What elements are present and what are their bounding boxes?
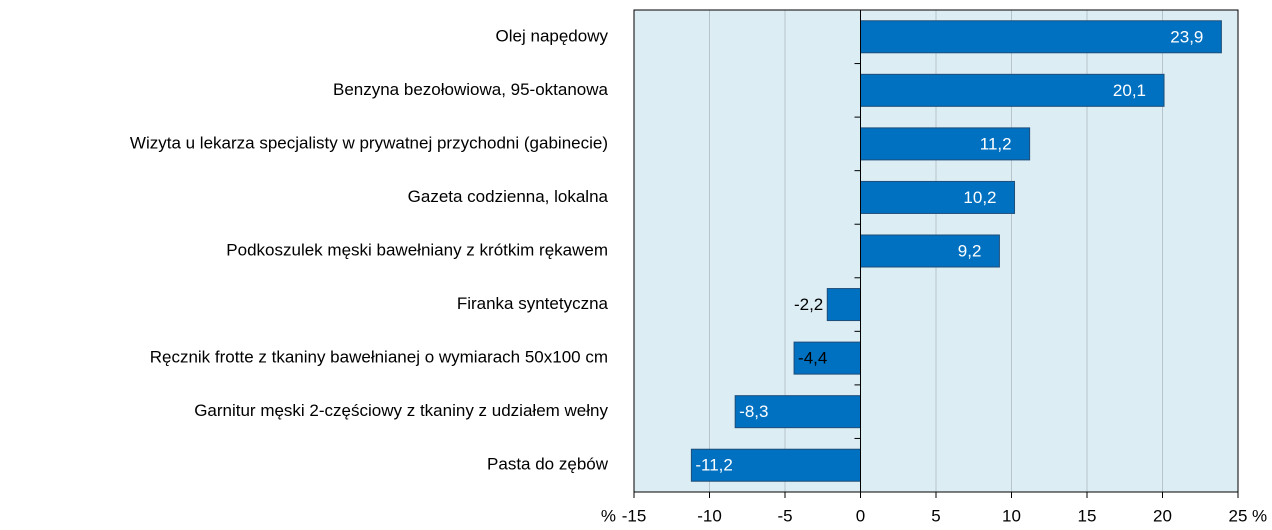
x-tick-label: 10 [1002,506,1021,525]
x-tick-label: 25 [1229,506,1248,525]
category-label: Garnitur męski 2-częściowy z tkaniny z u… [194,401,608,420]
value-label: 9,2 [958,241,982,260]
plot-border [633,9,1239,493]
unit-label: % [1252,506,1267,525]
bar [860,234,1000,268]
bar [860,127,1031,161]
bar [860,180,1016,214]
bar [826,288,862,322]
unit-label: % [601,506,616,525]
value-label: -11,2 [695,456,733,475]
category-label: Olej napędowy [496,26,609,45]
bar [690,448,861,482]
value-label: 10,2 [963,188,996,207]
value-label: -8,3 [739,402,768,421]
value-label: 20,1 [1113,81,1146,100]
category-label: Gazeta codzienna, lokalna [408,187,609,206]
x-tick-label: -15 [622,506,647,525]
bar [860,73,1165,107]
bar [860,20,1222,54]
category-label: Benzyna bezołowiowa, 95-oktanowa [333,80,609,99]
value-label: -4,4 [798,349,827,368]
value-label: 23,9 [1170,27,1203,46]
x-tick-label: -10 [697,506,722,525]
category-label: Pasta do zębów [487,455,609,474]
x-tick-label: 5 [931,506,940,525]
x-tick-label: 20 [1153,506,1172,525]
x-tick-label: -5 [777,506,792,525]
category-label: Podkoszulek męski bawełniany z krótkim r… [226,240,608,259]
category-label: Ręcznik frotte z tkaniny bawełnianej o w… [150,348,608,367]
bar [793,341,861,375]
x-tick-label: 0 [856,506,865,525]
category-label: Wizyta u lekarza specjalisty w prywatnej… [130,133,608,152]
value-label: -2,2 [794,295,823,314]
category-label: Firanka syntetyczna [457,294,609,313]
x-tick-label: 15 [1078,506,1097,525]
value-label: 11,2 [980,134,1012,153]
